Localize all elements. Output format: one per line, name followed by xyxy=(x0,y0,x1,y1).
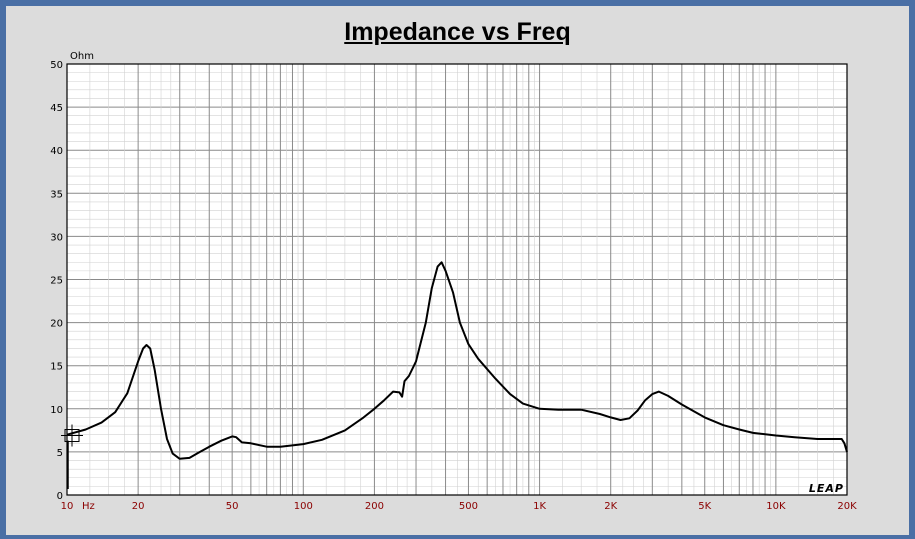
leap-watermark: LEAP xyxy=(809,482,844,495)
y-tick-label: 25 xyxy=(50,276,63,287)
x-tick-label: 100 xyxy=(294,501,313,512)
y-tick-label: 45 xyxy=(50,103,63,114)
y-tick-label: 20 xyxy=(50,319,63,330)
x-tick-label: 50 xyxy=(226,501,239,512)
x-tick-label: 10 xyxy=(61,501,74,512)
x-tick-label: 2K xyxy=(604,501,617,512)
y-axis-label: Ohm xyxy=(70,51,94,62)
x-tick-label: 1K xyxy=(533,501,546,512)
y-tick-label: 40 xyxy=(50,146,63,157)
x-tick-label: 20K xyxy=(837,501,857,512)
cursor-marker xyxy=(61,424,84,447)
x-axis-unit: Hz xyxy=(82,501,95,512)
x-tick-label: 200 xyxy=(365,501,384,512)
y-tick-label: 50 xyxy=(50,60,63,71)
x-tick-label: 20 xyxy=(132,501,145,512)
y-tick-label: 5 xyxy=(57,448,63,459)
x-tick-label: 500 xyxy=(459,501,478,512)
x-axis-ticks: 10 20 50 100 200 500 1K 2K 5K 10K 20K xyxy=(61,501,857,512)
plot-border xyxy=(66,63,848,496)
chart-title: Impedance vs Freq xyxy=(344,18,571,46)
x-tick-label: 5K xyxy=(698,501,711,512)
y-tick-label: 30 xyxy=(50,232,63,243)
series-line xyxy=(66,261,848,460)
x-tick-label: 10K xyxy=(766,501,786,512)
y-tick-label: 35 xyxy=(50,189,63,200)
y-tick-label: 0 xyxy=(57,491,63,502)
grid-lines xyxy=(67,64,847,495)
y-tick-label: 15 xyxy=(50,362,63,373)
y-axis-ticks: 0 5 10 15 20 25 30 35 40 45 50 xyxy=(50,60,63,502)
y-tick-label: 10 xyxy=(50,405,63,416)
series-group xyxy=(66,261,848,489)
